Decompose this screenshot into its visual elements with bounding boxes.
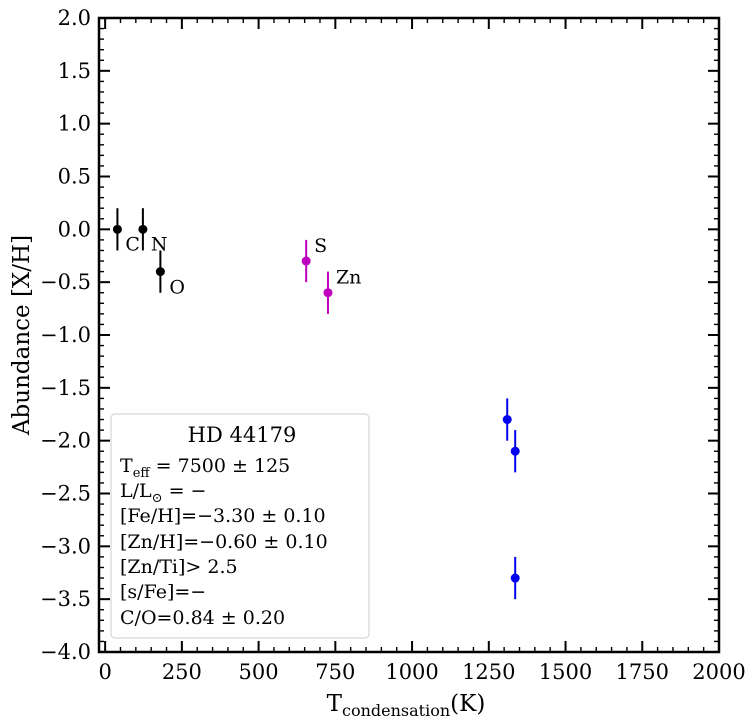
y-tick-label: −1.5 [40,376,91,400]
element-label: Zn [336,267,361,289]
x-tick-label: 1250 [462,660,515,684]
axis-tick-labels: 0 250 500 750 1000 1250 1500 1750 2000 −4.0 −3.5 −3… [40,6,746,684]
element-label: O [169,277,185,299]
data-point [301,256,311,266]
x-tick-label: 2000 [692,660,745,684]
x-tick-label: 1750 [616,660,669,684]
teff-subscript: eff [133,466,152,481]
y-tick-label: 0.0 [58,217,91,241]
y-tick-label: 1.5 [58,59,91,83]
x-axis-label-symbol: T [327,691,343,717]
x-tick-label: 250 [162,660,202,684]
x-axis-label-subscript: condensation [342,701,450,720]
y-tick-label: 2.0 [58,6,91,30]
luminosity-value: = − [163,480,207,502]
x-axis-label: Tcondensation(K) [327,691,486,720]
y-tick-label: −3.5 [40,587,91,611]
info-box-line-co: C/O=0.84 ± 0.20 [120,607,285,629]
y-tick-label: −2.0 [40,429,91,453]
plot-frame [97,16,721,654]
y-tick-label: −2.5 [40,482,91,506]
x-axis-label-unit: (K) [450,691,485,717]
x-tick-label: 1500 [539,660,592,684]
info-box-line-zn: [Zn/H]=−0.60 ± 0.10 [120,531,328,553]
y-tick-label: −0.5 [40,270,91,294]
y-tick-label: 1.0 [58,112,91,136]
x-tick-label: 0 [98,660,111,684]
teff-value: = 7500 ± 125 [150,455,291,477]
y-axis-label: Abundance [X/H] [9,235,35,436]
teff-symbol: T [120,455,133,477]
y-tick-label: −3.0 [40,534,91,558]
info-box-title: HD 44179 [188,423,297,447]
x-tick-label: 1000 [385,660,438,684]
info-box-luminosity: L/L⊙ = − [120,480,206,506]
y-tick-label: −4.0 [40,640,91,664]
data-point [510,573,520,583]
luminosity-symbol: L/L [120,480,152,502]
info-box-teff: Teff = 7500 ± 125 [120,455,290,481]
data-point [138,224,148,234]
element-label: C [125,233,140,255]
data-points: C NO S Zn [112,208,520,600]
data-point [112,224,122,234]
info-box: HD 44179 Teff = 7500 ± 125 L/L⊙ = − [Fe/… [110,413,370,639]
x-tick-label: 500 [239,660,279,684]
info-box-line-fe: [Fe/H]=−3.30 ± 0.10 [120,505,326,527]
data-point [502,415,512,425]
data-point [510,446,520,456]
info-box-line-znti: [Zn/Ti]> 2.5 [120,556,238,578]
data-point [155,267,165,277]
element-label: S [314,235,327,257]
info-box-frame [110,413,370,639]
x-tick-label: 750 [315,660,355,684]
element-label: N [151,233,168,255]
y-tick-label: −1.0 [40,323,91,347]
y-tick-label: 0.5 [58,165,91,189]
luminosity-subscript: ⊙ [152,491,163,506]
data-point [323,288,333,298]
info-box-line-sfe: [s/Fe]=− [120,581,206,603]
